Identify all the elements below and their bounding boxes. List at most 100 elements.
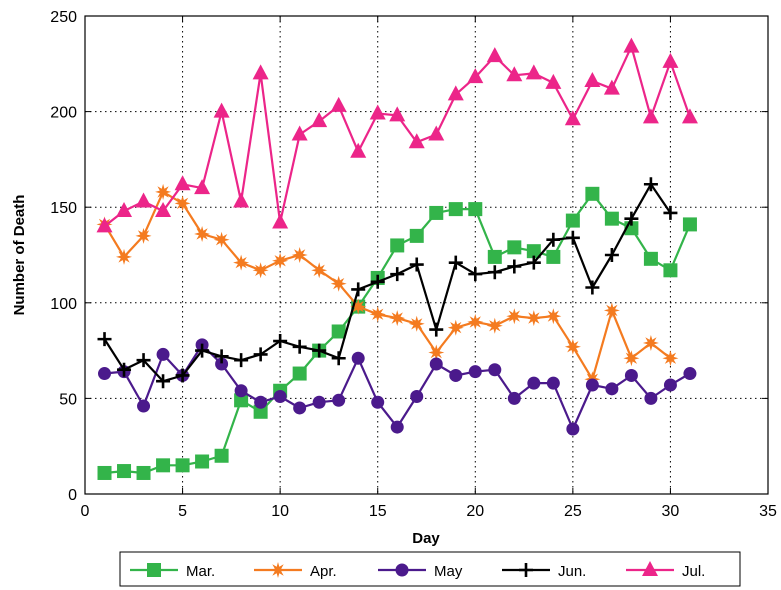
data-point-jun (624, 211, 639, 226)
data-point-may (429, 357, 443, 371)
grid (85, 16, 768, 494)
data-point-apr (486, 317, 503, 334)
data-point-mar (390, 238, 405, 253)
data-point-may (332, 393, 346, 407)
data-point-jul (194, 179, 211, 195)
data-point-apr (447, 319, 464, 336)
data-point-jul (272, 213, 289, 229)
data-point-may (507, 391, 521, 405)
data-point-jun (526, 255, 541, 270)
data-point-apr (311, 262, 328, 279)
data-point-mar (253, 404, 268, 419)
data-point-jul (447, 85, 464, 101)
data-point-jul (330, 96, 347, 112)
data-point-mar (156, 458, 171, 473)
series-may (98, 338, 697, 436)
data-point-jun (604, 248, 619, 262)
data-point-may (351, 351, 365, 365)
y-tick-label: 100 (50, 296, 77, 313)
x-tick-label: 35 (759, 503, 777, 520)
data-point-jul (389, 106, 406, 122)
series-line-jun (103, 183, 672, 383)
data-point-mar (409, 228, 424, 243)
data-point-may (624, 368, 638, 382)
data-point-jul (135, 192, 152, 208)
data-point-may (254, 395, 268, 409)
data-point-mar (214, 448, 229, 463)
data-point-jul (369, 104, 386, 120)
y-tick-label: 150 (50, 200, 77, 217)
series-mar (97, 186, 697, 480)
data-point-jun (97, 332, 112, 347)
legend-item-jun: Jun. (502, 563, 586, 580)
data-point-jul (564, 110, 581, 126)
data-point-may (644, 391, 658, 405)
data-point-jul (603, 79, 620, 95)
data-point-jul (506, 66, 523, 82)
data-point-jul (213, 102, 230, 118)
plot-area (84, 15, 769, 495)
data-point-mar (195, 454, 210, 469)
data-point-jun (507, 259, 522, 274)
data-point-jun (663, 205, 678, 220)
data-point-apr (116, 248, 132, 265)
data-point-jun (136, 353, 151, 368)
data-point-apr (564, 338, 581, 355)
data-point-jul (311, 112, 328, 128)
x-tick-label: 5 (178, 503, 187, 520)
data-point-mar (175, 458, 190, 473)
data-point-may (585, 378, 599, 392)
legend-marker-apr (270, 562, 286, 578)
series-jul (96, 37, 698, 233)
data-point-jul (428, 125, 445, 141)
data-point-may (215, 357, 229, 371)
data-point-jun (546, 232, 561, 247)
series-line-jul (103, 45, 691, 228)
data-point-mar (546, 249, 561, 264)
legend-item-mar: Mar. (130, 563, 215, 580)
data-point-apr (525, 310, 542, 327)
data-point-mar (585, 186, 600, 201)
data-point-jun (156, 374, 171, 389)
data-point-mar (565, 213, 580, 228)
series-apr (96, 183, 679, 388)
data-point-jun (234, 353, 249, 368)
data-point-jul (408, 133, 425, 149)
data-point-mar (429, 205, 444, 220)
data-point-apr (428, 344, 445, 361)
data-point-jun (273, 334, 288, 349)
series-line-apr (103, 190, 672, 381)
legend-label-mar: Mar. (186, 563, 215, 580)
data-point-mar (682, 217, 697, 232)
data-point-apr (291, 247, 308, 263)
data-point-jul (96, 217, 113, 233)
y-tick-label: 250 (50, 9, 77, 26)
data-point-mar (292, 366, 307, 381)
legend-marker-may (395, 563, 409, 577)
data-point-may (137, 399, 151, 413)
data-point-jun (390, 267, 405, 282)
data-point-jun (292, 339, 307, 354)
data-point-jul (584, 72, 601, 88)
data-point-apr (174, 195, 191, 212)
data-point-jul (350, 142, 367, 158)
data-point-jun (351, 282, 366, 297)
data-point-may (663, 378, 677, 392)
data-point-mar (331, 324, 346, 339)
legend-label-jun: Jun. (558, 563, 586, 580)
data-point-jul (155, 202, 172, 218)
data-point-may (371, 395, 385, 409)
data-point-apr (330, 275, 347, 292)
x-axis-label: Day (412, 530, 440, 547)
data-point-may (449, 368, 463, 382)
data-point-jun (214, 349, 229, 364)
data-point-may (273, 389, 287, 403)
data-point-jul (467, 68, 484, 84)
data-point-may (566, 422, 580, 436)
data-point-jun (195, 343, 210, 358)
data-point-apr (603, 302, 620, 319)
data-point-mar (526, 244, 541, 259)
data-point-jul (642, 108, 659, 124)
data-point-may (293, 401, 307, 415)
